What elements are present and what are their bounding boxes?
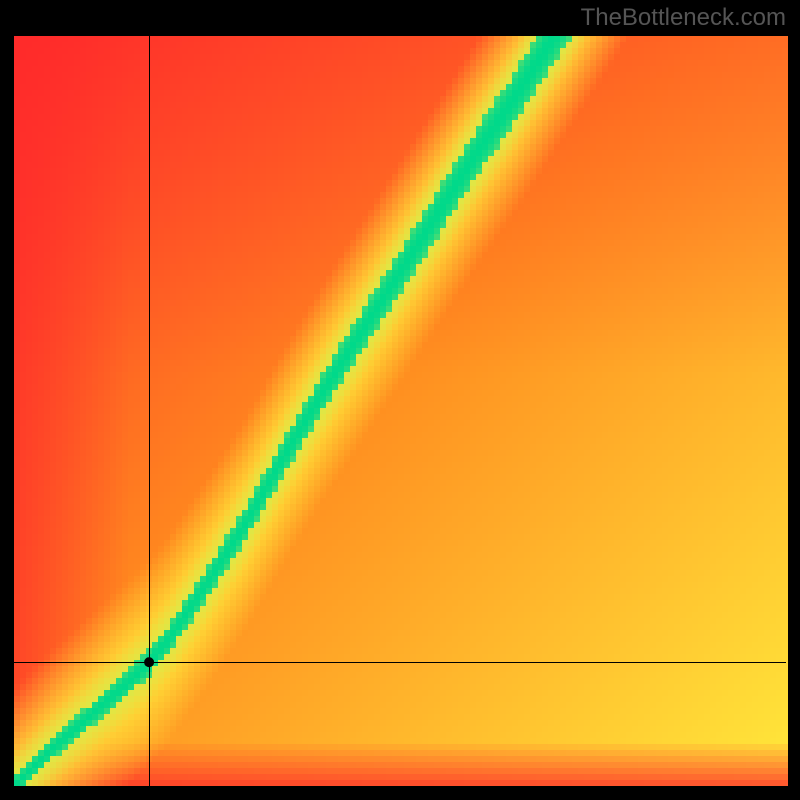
chart-container: TheBottleneck.com <box>0 0 800 800</box>
watermark-text: TheBottleneck.com <box>581 4 786 32</box>
bottleneck-heatmap-canvas <box>0 0 800 800</box>
